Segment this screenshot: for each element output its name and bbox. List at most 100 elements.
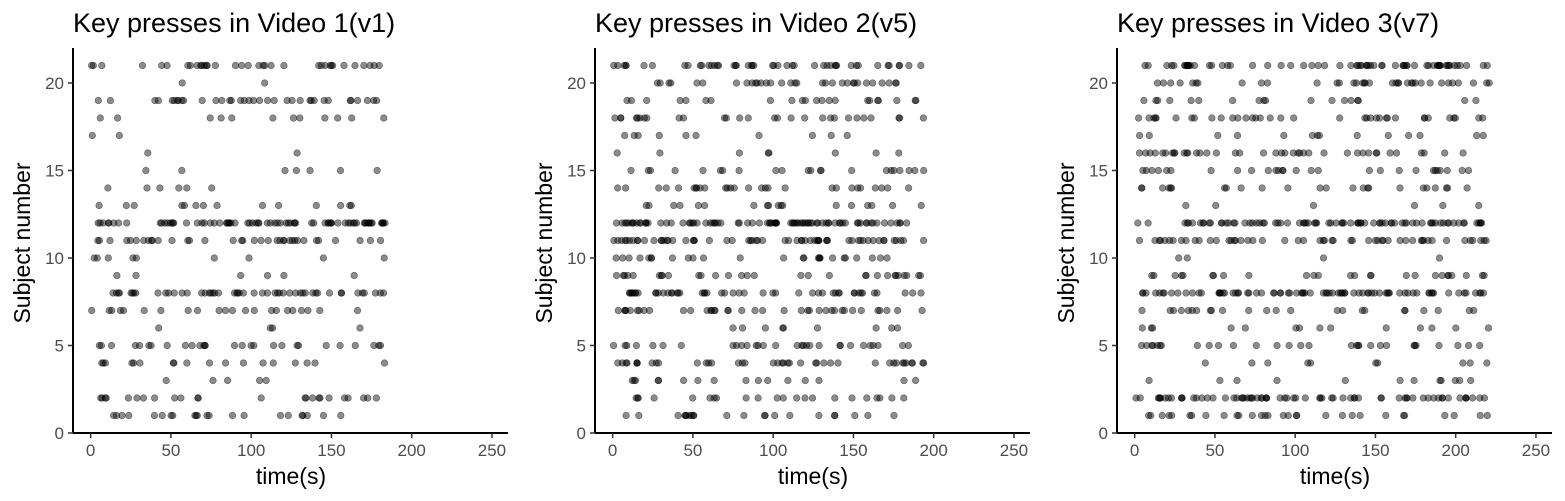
data-point (212, 96, 220, 105)
data-point (1382, 324, 1390, 332)
data-point (1166, 306, 1174, 315)
data-point (896, 219, 904, 227)
data-point (180, 201, 189, 210)
data-point (1450, 411, 1458, 420)
data-point (668, 254, 677, 262)
data-point (848, 166, 856, 175)
data-point (192, 201, 200, 210)
data-point (695, 271, 703, 280)
data-point (835, 219, 844, 227)
data-point (1402, 271, 1410, 280)
data-point (199, 201, 207, 210)
data-point (919, 114, 928, 122)
data-point (316, 394, 324, 402)
data-point (899, 359, 907, 367)
data-point (630, 131, 638, 140)
data-point (344, 394, 352, 402)
data-point (890, 359, 898, 367)
data-point (674, 411, 682, 420)
data-point (832, 289, 840, 297)
data-point (1476, 411, 1484, 420)
data-point (1225, 219, 1233, 227)
data-point (1439, 219, 1448, 227)
data-point (1283, 394, 1291, 402)
data-point (1202, 411, 1210, 420)
data-point (1244, 236, 1252, 245)
data-point (779, 394, 787, 402)
data-point (693, 79, 701, 87)
data-point (788, 61, 796, 70)
data-point (1321, 61, 1329, 70)
data-point (787, 114, 795, 122)
data-point (1409, 236, 1417, 245)
data-point (1403, 79, 1412, 87)
data-point (324, 219, 333, 227)
data-point (1208, 61, 1216, 70)
data-point (184, 306, 192, 315)
data-point (200, 219, 208, 227)
data-point (701, 184, 709, 192)
data-point (1307, 96, 1315, 105)
chart-title: Key presses in Video 1(v1) (73, 8, 395, 38)
data-point (319, 411, 328, 420)
data-point (890, 236, 898, 245)
data-point (266, 324, 274, 332)
data-point (130, 201, 138, 210)
data-point (208, 184, 216, 192)
data-point (1194, 79, 1202, 87)
data-point (1454, 79, 1462, 87)
data-point (112, 411, 121, 420)
data-point (1229, 341, 1237, 350)
data-point (1206, 219, 1215, 227)
data-point (694, 376, 702, 385)
data-point (779, 201, 787, 210)
data-point (1411, 79, 1419, 87)
data-point (258, 201, 267, 210)
data-point (769, 359, 777, 367)
data-point (1374, 359, 1382, 367)
data-point (859, 236, 867, 245)
data-point (271, 289, 279, 297)
data-point (827, 61, 835, 70)
data-point (1190, 394, 1198, 402)
data-point (1165, 411, 1173, 420)
data-point (1154, 166, 1162, 175)
data-point (1354, 61, 1362, 70)
data-point (780, 254, 788, 262)
data-point (312, 201, 320, 210)
data-point (209, 376, 217, 385)
data-point (210, 254, 218, 262)
data-point (1381, 219, 1390, 227)
data-point (1181, 61, 1189, 70)
data-point (1248, 166, 1256, 175)
data-point (1479, 289, 1488, 297)
data-point (654, 359, 663, 367)
data-point (1205, 341, 1213, 350)
data-point (664, 289, 672, 297)
x-tick-label: 50 (683, 441, 702, 460)
data-point (1418, 236, 1427, 245)
data-point (696, 61, 704, 70)
data-point (196, 341, 204, 350)
data-point (87, 61, 96, 70)
data-point (628, 219, 636, 227)
data-point (1456, 394, 1464, 402)
data-point (684, 254, 692, 262)
data-point (167, 411, 175, 420)
data-point (198, 96, 206, 105)
data-point (784, 376, 792, 385)
data-point (1199, 219, 1207, 227)
data-point (822, 219, 830, 227)
data-point (1187, 96, 1195, 105)
data-point (258, 289, 267, 297)
data-point (132, 236, 140, 245)
data-point (896, 166, 904, 175)
data-point (171, 394, 179, 402)
data-point (1355, 341, 1363, 350)
data-point (634, 289, 642, 297)
data-point (750, 271, 758, 280)
data-point (281, 166, 289, 175)
data-point (835, 289, 843, 297)
data-point (1281, 394, 1289, 402)
data-point (315, 236, 323, 245)
